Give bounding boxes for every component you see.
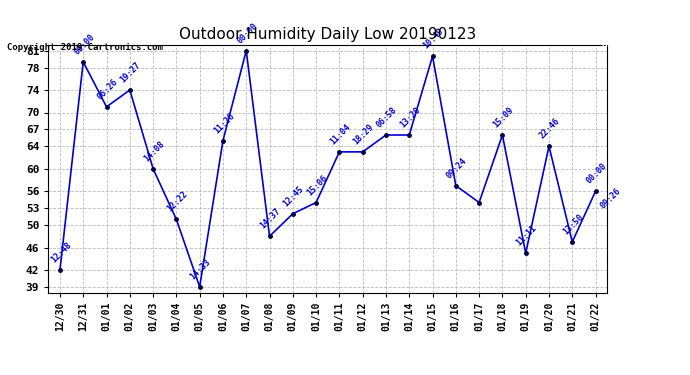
- Text: 15:09: 15:09: [491, 105, 515, 129]
- Text: Copyright 2019 Cartronics.com: Copyright 2019 Cartronics.com: [7, 43, 163, 52]
- Text: 13:20: 13:20: [398, 105, 422, 129]
- Text: 06:26: 06:26: [95, 77, 119, 101]
- Title: Outdoor Humidity Daily Low 20190123: Outdoor Humidity Daily Low 20190123: [179, 27, 476, 42]
- Text: 12:45: 12:45: [282, 184, 306, 208]
- Text: 18:29: 18:29: [352, 122, 375, 146]
- Text: 22:46: 22:46: [538, 117, 562, 141]
- Text: 14:08: 14:08: [142, 139, 166, 163]
- Text: 06:58: 06:58: [375, 105, 399, 129]
- Text: 14:33: 14:33: [188, 257, 213, 281]
- Text: 11:11: 11:11: [515, 224, 539, 248]
- Text: 09:26: 09:26: [598, 187, 622, 211]
- Text: 00:00: 00:00: [72, 32, 96, 56]
- Text: 09:24: 09:24: [445, 156, 469, 180]
- Text: 13:50: 13:50: [561, 212, 585, 236]
- Text: 15:06: 15:06: [305, 173, 329, 197]
- Text: 00:00: 00:00: [584, 162, 609, 186]
- Text: 14:37: 14:37: [259, 207, 282, 231]
- Text: 19:27: 19:27: [119, 60, 143, 84]
- Text: Humidity  (%): Humidity (%): [602, 39, 678, 49]
- Text: 11:26: 11:26: [212, 111, 236, 135]
- Text: 12:48: 12:48: [49, 240, 73, 264]
- Text: 00:00: 00:00: [235, 21, 259, 45]
- Text: 10:49: 10:49: [422, 27, 446, 51]
- Text: 11:04: 11:04: [328, 122, 353, 146]
- Text: 12:22: 12:22: [166, 190, 189, 214]
